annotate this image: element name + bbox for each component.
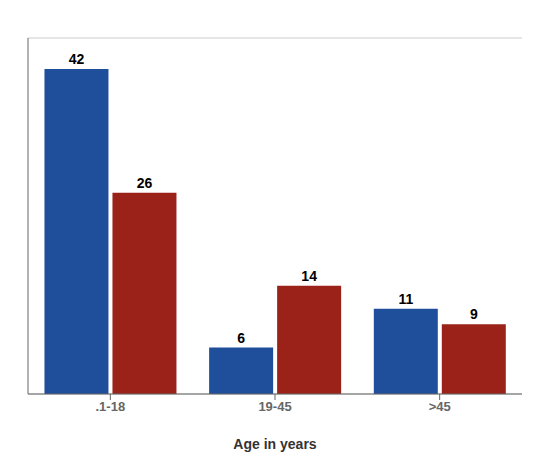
svg-text:19-45: 19-45 — [258, 399, 291, 414]
svg-text:9: 9 — [470, 306, 478, 322]
svg-text:26: 26 — [137, 175, 153, 191]
svg-text:14: 14 — [301, 268, 317, 284]
svg-text:Age in years: Age in years — [233, 436, 316, 452]
svg-text:.1-18: .1-18 — [96, 399, 126, 414]
svg-text:42: 42 — [69, 51, 85, 67]
svg-text:>45: >45 — [429, 399, 451, 414]
svg-text:6: 6 — [237, 330, 245, 346]
svg-text:11: 11 — [398, 291, 413, 307]
